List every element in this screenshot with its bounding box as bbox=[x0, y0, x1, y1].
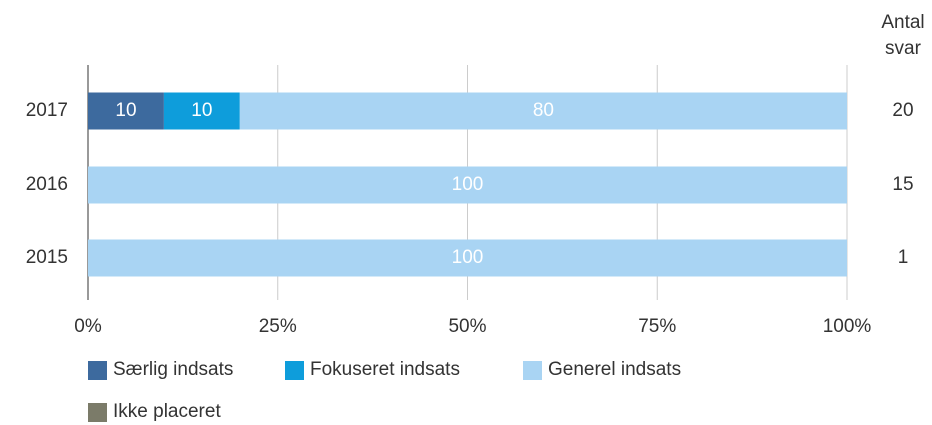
x-tick-label: 50% bbox=[448, 316, 486, 337]
legend-swatch bbox=[88, 361, 107, 380]
legend-swatch bbox=[88, 403, 107, 422]
legend-label: Fokuseret indsats bbox=[310, 359, 460, 380]
bar-segment bbox=[88, 166, 847, 204]
legend-swatch bbox=[523, 361, 542, 380]
side-column-header: Antal svar bbox=[881, 12, 925, 59]
bar-segment bbox=[88, 239, 847, 277]
side-column-value: 20 bbox=[892, 100, 913, 121]
x-tick-label: 75% bbox=[638, 316, 676, 337]
legend-swatch bbox=[285, 361, 304, 380]
side-column-value: 15 bbox=[892, 174, 913, 195]
x-tick-label: 25% bbox=[259, 316, 297, 337]
bar-segment bbox=[88, 92, 164, 130]
data-label: 100 bbox=[452, 247, 484, 268]
legend-label: Generel indsats bbox=[548, 359, 681, 380]
legend-label: Særlig indsats bbox=[113, 359, 233, 380]
side-column-value: 1 bbox=[898, 247, 909, 268]
bar-segment bbox=[239, 92, 848, 130]
data-label: 10 bbox=[191, 100, 212, 121]
y-tick-label: 2016 bbox=[26, 174, 68, 195]
y-tick-label: 2015 bbox=[26, 247, 68, 268]
x-tick-label: 100% bbox=[823, 316, 872, 337]
bar-segment bbox=[163, 92, 240, 130]
data-label: 10 bbox=[115, 100, 136, 121]
y-tick-label: 2017 bbox=[26, 100, 68, 121]
x-tick-label: 0% bbox=[74, 316, 102, 337]
legend-label: Ikke placeret bbox=[113, 401, 221, 422]
data-label: 80 bbox=[533, 100, 554, 121]
data-label: 100 bbox=[452, 174, 484, 195]
